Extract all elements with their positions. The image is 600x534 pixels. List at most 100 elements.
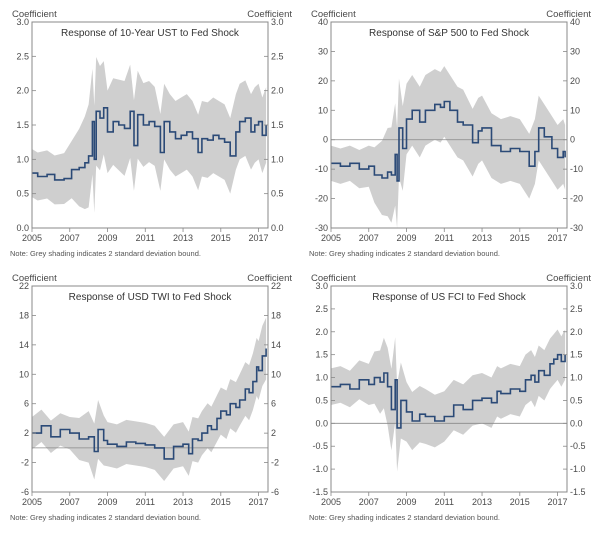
panel-spx-svg: -30-30-20-20-10-100010102020303040402005…	[303, 4, 595, 264]
xtick: 2013	[472, 233, 492, 243]
ytick-right: 1.0	[570, 373, 583, 383]
ytick-right: 2.5	[570, 304, 583, 314]
ci-band	[331, 329, 565, 471]
ytick-left: 1.5	[315, 350, 328, 360]
ytick-right: 0.0	[570, 418, 583, 428]
ytick-right: -1.5	[570, 487, 586, 497]
panel-ust: 0.00.00.50.51.01.01.51.52.02.02.52.53.03…	[4, 4, 297, 264]
ytick-left: -30	[315, 223, 328, 233]
ytick-left: 1.0	[16, 154, 29, 164]
panel-title: Response of US FCI to Fed Shock	[372, 292, 526, 303]
axis-label-left: Coefficient	[12, 9, 57, 20]
ytick-right: -20	[570, 194, 583, 204]
xtick: 2009	[397, 497, 417, 507]
ytick-right: -1.0	[570, 464, 586, 474]
ytick-left: 2.5	[16, 51, 29, 61]
ytick-right: -0.5	[570, 441, 586, 451]
ytick-left: 14	[19, 340, 29, 350]
ytick-right: 0.5	[570, 395, 583, 405]
ytick-right: 10	[570, 105, 580, 115]
xtick: 2007	[359, 497, 379, 507]
xtick: 2015	[211, 497, 231, 507]
ytick-right: 1.0	[271, 154, 284, 164]
ytick-right: 14	[271, 340, 281, 350]
ytick-left: 2.0	[16, 86, 29, 96]
xtick: 2017	[548, 497, 568, 507]
ytick-left: 10	[19, 369, 29, 379]
ytick-left: 6	[24, 399, 29, 409]
panel-spx: -30-30-20-20-10-100010102020303040402005…	[303, 4, 596, 264]
ytick-left: 20	[318, 76, 328, 86]
ytick-left: -6	[21, 487, 29, 497]
panel-note: Note: Grey shading indicates 2 standard …	[10, 513, 201, 522]
xtick: 2009	[98, 497, 118, 507]
ytick-right: 2.0	[271, 86, 284, 96]
xtick: 2011	[136, 497, 155, 507]
ytick-left: -1.5	[312, 487, 328, 497]
ytick-right: 2.0	[570, 327, 583, 337]
panel-fci-svg: -1.5-1.5-1.0-1.0-0.5-0.50.00.00.50.51.01…	[303, 268, 595, 528]
ytick-right: 0.5	[271, 189, 284, 199]
ytick-right: 2.5	[271, 51, 284, 61]
ytick-right: -10	[570, 164, 583, 174]
xtick: 2015	[510, 497, 530, 507]
xtick: 2017	[548, 233, 568, 243]
ytick-right: 2	[271, 428, 276, 438]
axis-label-right: Coefficient	[546, 273, 591, 284]
ytick-right: -2	[271, 458, 279, 468]
ytick-left: 2.0	[315, 327, 328, 337]
panel-title: Response of S&P 500 to Fed Shock	[369, 28, 530, 39]
chart-grid: 0.00.00.50.51.01.01.51.52.02.02.52.53.03…	[4, 4, 596, 528]
ci-band	[32, 57, 266, 213]
panel-title: Response of USD TWI to Fed Shock	[69, 292, 233, 303]
ytick-left: -0.5	[312, 441, 328, 451]
panel-note: Note: Grey shading indicates 2 standard …	[309, 513, 500, 522]
panel-twi-svg: -6-6-2-222661010141418182222200520072009…	[4, 268, 296, 528]
xtick: 2013	[173, 233, 193, 243]
ytick-left: -10	[315, 164, 328, 174]
axis-label-left: Coefficient	[12, 273, 57, 284]
xtick: 2017	[249, 233, 269, 243]
ytick-left: 2.5	[315, 304, 328, 314]
ci-band	[32, 318, 266, 481]
xtick: 2011	[435, 233, 454, 243]
xtick: 2011	[136, 233, 155, 243]
axis-label-right: Coefficient	[247, 273, 292, 284]
ytick-right: 0	[570, 135, 575, 145]
ytick-right: -6	[271, 487, 279, 497]
ytick-left: 0	[323, 135, 328, 145]
ytick-right: 20	[570, 76, 580, 86]
panel-note: Note: Grey shading indicates 2 standard …	[10, 249, 201, 258]
ytick-left: -1.0	[312, 464, 328, 474]
xtick: 2005	[321, 233, 341, 243]
xtick: 2015	[510, 233, 530, 243]
ytick-right: 10	[271, 369, 281, 379]
ytick-left: 0.0	[16, 223, 29, 233]
ytick-right: 18	[271, 310, 281, 320]
panel-title: Response of 10-Year UST to Fed Shock	[61, 28, 240, 39]
xtick: 2009	[98, 233, 118, 243]
xtick: 2007	[60, 233, 80, 243]
ytick-left: -2	[21, 458, 29, 468]
axis-label-left: Coefficient	[311, 9, 356, 20]
xtick: 2005	[22, 497, 42, 507]
xtick: 2007	[359, 233, 379, 243]
ytick-left: 1.5	[16, 120, 29, 130]
ytick-left: 18	[19, 310, 29, 320]
ytick-right: 1.5	[271, 120, 284, 130]
ci-band	[331, 66, 565, 228]
ytick-left: 1.0	[315, 373, 328, 383]
panel-twi: -6-6-2-222661010141418182222200520072009…	[4, 268, 297, 528]
axis-label-right: Coefficient	[247, 9, 292, 20]
xtick: 2015	[211, 233, 231, 243]
ytick-left: 2	[24, 428, 29, 438]
panel-ust-svg: 0.00.00.50.51.01.01.51.52.02.02.52.53.03…	[4, 4, 296, 264]
ytick-right: 6	[271, 399, 276, 409]
xtick: 2007	[60, 497, 80, 507]
ytick-left: 30	[318, 46, 328, 56]
ytick-left: 10	[318, 105, 328, 115]
panel-note: Note: Grey shading indicates 2 standard …	[309, 249, 500, 258]
ytick-left: -20	[315, 194, 328, 204]
ytick-left: 0.5	[16, 189, 29, 199]
xtick: 2005	[321, 497, 341, 507]
